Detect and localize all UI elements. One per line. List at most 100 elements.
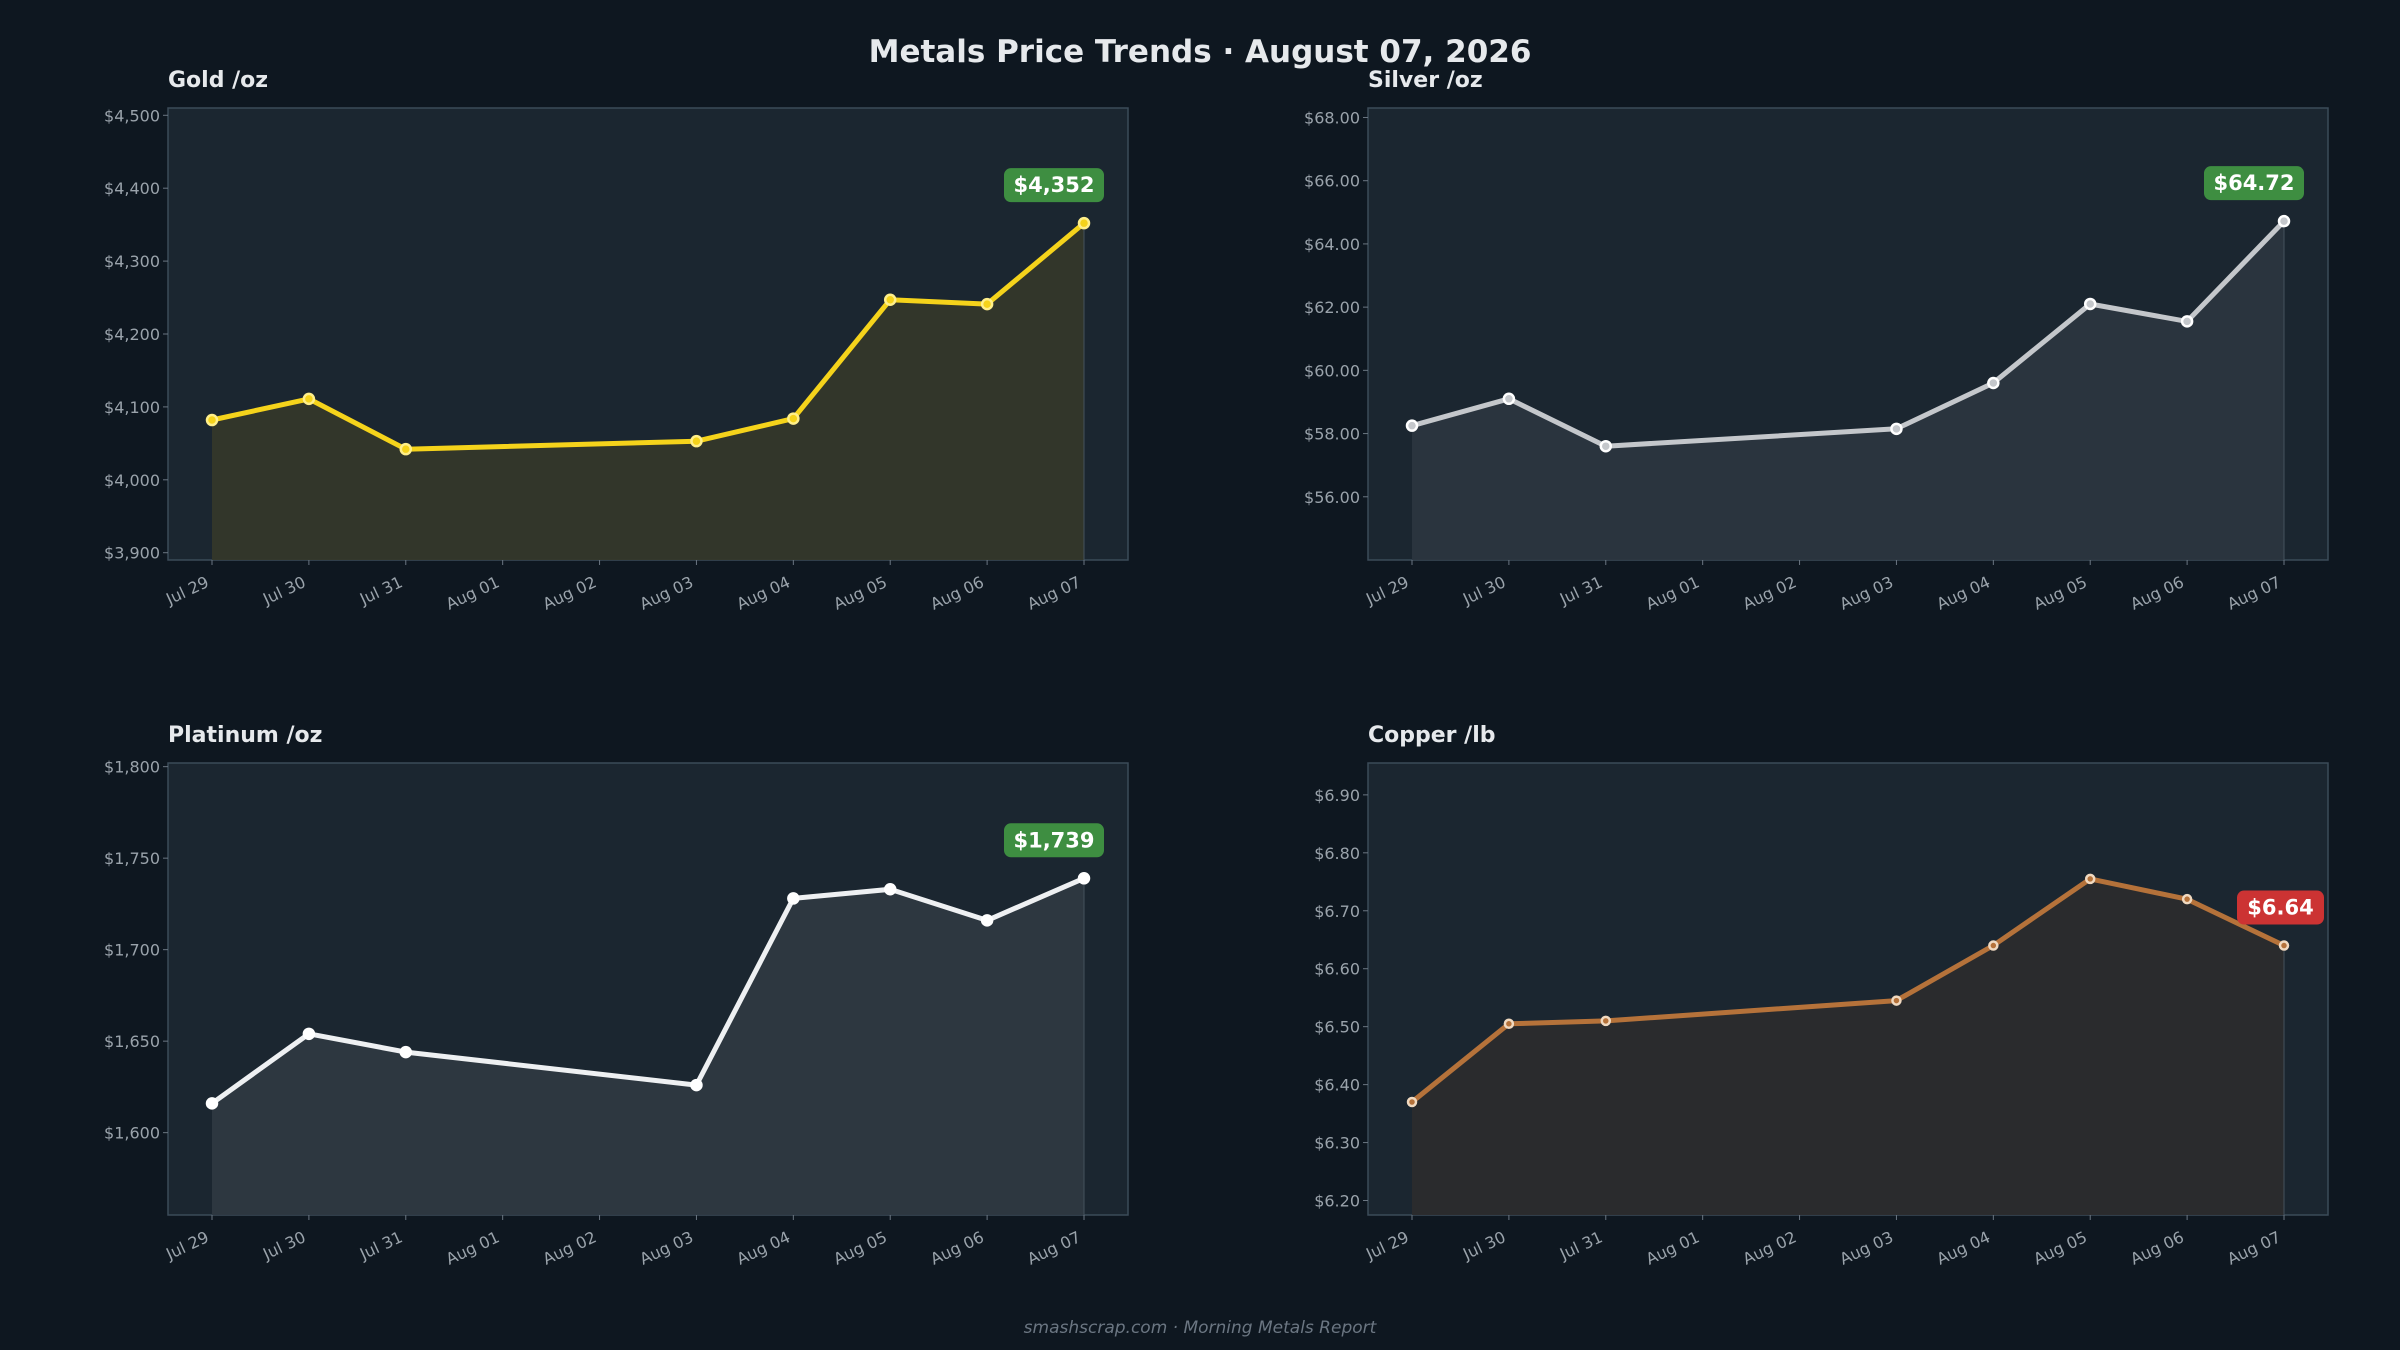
copper-x-tick-label: Aug 01 <box>1643 1227 1702 1268</box>
silver-y-tick-label: $60.00 <box>1304 361 1360 380</box>
gold-x-tick-label: Aug 06 <box>927 572 986 613</box>
copper-x-tick-label: Aug 05 <box>2031 1227 2090 1268</box>
platinum-x-tick-label: Aug 07 <box>1024 1227 1083 1268</box>
gold-x-tick-label: Aug 03 <box>637 572 696 613</box>
silver-latest-value: $64.72 <box>2213 171 2294 195</box>
copper-y-tick-label: $6.20 <box>1314 1192 1360 1211</box>
silver-area-fill <box>1412 221 2284 560</box>
copper-x-tick-label: Aug 07 <box>2224 1227 2283 1268</box>
silver-y-tick-label: $64.00 <box>1304 235 1360 254</box>
copper-latest-value: $6.64 <box>2247 896 2313 920</box>
platinum-y-tick-label: $1,800 <box>104 758 160 777</box>
platinum-data-point <box>1077 872 1091 885</box>
copper-chart-title: Copper /lb <box>1368 723 1496 748</box>
copper-series-line <box>1409 876 2287 1105</box>
copper-x-tick-label: Jul 30 <box>1459 1227 1508 1264</box>
gold-data-point <box>787 412 800 425</box>
platinum-data-point <box>883 883 897 896</box>
copper-data-point <box>2278 940 2290 951</box>
silver-latest-badge <box>2204 166 2304 201</box>
silver-y-tick-label: $62.00 <box>1304 298 1360 317</box>
gold-y-tick-label: $4,200 <box>104 325 160 344</box>
copper-data-point <box>2181 893 2193 905</box>
platinum-y-tick-label: $1,650 <box>104 1032 160 1051</box>
platinum-data-point <box>399 1045 413 1059</box>
copper-x-tick-label: Jul 29 <box>1362 1227 1411 1264</box>
gold-chart-title: Gold /oz <box>168 68 268 93</box>
copper-y-tick-label: $6.80 <box>1314 844 1360 863</box>
gold-y-tick-label: $4,100 <box>104 398 160 417</box>
gold-y-tick-label: $4,300 <box>104 252 160 271</box>
gold-x-tick-label: Aug 01 <box>443 572 502 613</box>
copper-latest-badge <box>2237 890 2324 925</box>
gold-data-point <box>883 293 897 306</box>
copper-data-point <box>1600 1015 1612 1027</box>
silver-x-tick-label: Aug 03 <box>1837 572 1896 613</box>
silver-data-point <box>2277 214 2291 228</box>
silver-data-point <box>1502 392 1516 406</box>
platinum-data-point <box>302 1027 316 1041</box>
copper-data-point <box>1503 1018 1515 1030</box>
silver-y-tick-label: $56.00 <box>1304 488 1360 507</box>
copper-x-tick-label: Aug 03 <box>1837 1227 1896 1268</box>
silver-x-tick-label: Aug 06 <box>2127 572 2186 613</box>
gold-series-line <box>209 220 1087 452</box>
silver-chart-title: Silver /oz <box>1368 68 1483 93</box>
copper-x-tick-label: Aug 02 <box>1740 1227 1799 1268</box>
silver-x-tick-label: Aug 04 <box>1934 572 1993 613</box>
platinum-y-tick-label: $1,700 <box>104 941 160 960</box>
platinum-y-tick-label: $1,600 <box>104 1124 160 1143</box>
platinum-x-tick-label: Aug 02 <box>540 1227 599 1268</box>
silver-x-tick-label: Jul 31 <box>1556 572 1605 609</box>
platinum-latest-badge <box>1004 823 1104 858</box>
silver-y-tick-label: $58.00 <box>1304 425 1360 444</box>
gold-x-tick-label: Aug 04 <box>734 572 793 613</box>
page-title: Metals Price Trends · August 07, 2026 <box>868 34 1532 70</box>
platinum-x-tick-label: Aug 04 <box>734 1227 793 1268</box>
copper-x-tick-label: Aug 04 <box>1934 1227 1993 1268</box>
platinum-x-tick-label: Aug 06 <box>927 1227 986 1268</box>
platinum-x-tick-label: Jul 29 <box>162 1227 211 1264</box>
silver-x-tick-label: Jul 30 <box>1459 572 1508 609</box>
gold-y-tick-label: $3,900 <box>104 544 160 563</box>
silver-x-tick-label: Aug 02 <box>1740 572 1799 613</box>
gold-data-point <box>205 413 219 427</box>
panel-platinum: Platinum /oz $1,600 $1,650 $1,700 $1,750 $1,8… <box>104 723 1129 1269</box>
platinum-series-line <box>209 875 1087 1106</box>
silver-y-tick-label: $66.00 <box>1304 172 1360 191</box>
gold-data-point <box>399 442 413 456</box>
copper-y-tick-label: $6.40 <box>1314 1076 1360 1095</box>
gold-y-tick-label: $4,000 <box>104 471 160 490</box>
platinum-x-tick-label: Aug 01 <box>443 1227 502 1268</box>
platinum-data-point <box>205 1097 219 1110</box>
copper-y-tick-label: $6.90 <box>1314 786 1360 805</box>
panel-silver: Silver /oz $56.00 $58.00 $60.00 $62.00 $64.00… <box>1304 68 2329 614</box>
copper-data-point <box>2084 873 2096 885</box>
platinum-x-tick-label: Jul 31 <box>356 1227 405 1264</box>
copper-area-fill <box>1412 878 2284 1215</box>
gold-data-point <box>302 392 316 406</box>
gold-data-point <box>980 297 994 311</box>
copper-x-tick-label: Jul 31 <box>1556 1227 1605 1264</box>
silver-x-tick-label: Aug 07 <box>2224 572 2283 613</box>
copper-data-point <box>1406 1096 1418 1108</box>
copper-y-tick-label: $6.70 <box>1314 902 1360 921</box>
gold-latest-value: $4,352 <box>1013 173 1094 197</box>
gold-x-tick-label: Aug 07 <box>1024 572 1083 613</box>
copper-y-tick-label: $6.30 <box>1314 1134 1360 1153</box>
silver-data-point <box>2180 315 2194 328</box>
silver-x-tick-label: Aug 05 <box>2031 572 2090 613</box>
gold-area-fill <box>212 223 1084 560</box>
footer-credit: smashscrap.com · Morning Metals Report <box>1023 1318 1377 1338</box>
gold-latest-badge <box>1004 168 1104 203</box>
platinum-chart-title: Platinum /oz <box>168 723 322 748</box>
gold-x-tick-label: Jul 29 <box>162 572 211 609</box>
silver-series-line <box>1409 218 2287 449</box>
platinum-data-point <box>980 914 994 927</box>
gold-x-tick-label: Jul 30 <box>259 572 308 609</box>
silver-data-point <box>1599 439 1613 453</box>
panel-gold: Gold /oz $3,900 $4,000 $4,100 $4,200 $4,300 $4… <box>104 68 1129 614</box>
silver-x-tick-label: Aug 01 <box>1643 572 1702 613</box>
silver-y-tick-label: $68.00 <box>1304 108 1360 127</box>
